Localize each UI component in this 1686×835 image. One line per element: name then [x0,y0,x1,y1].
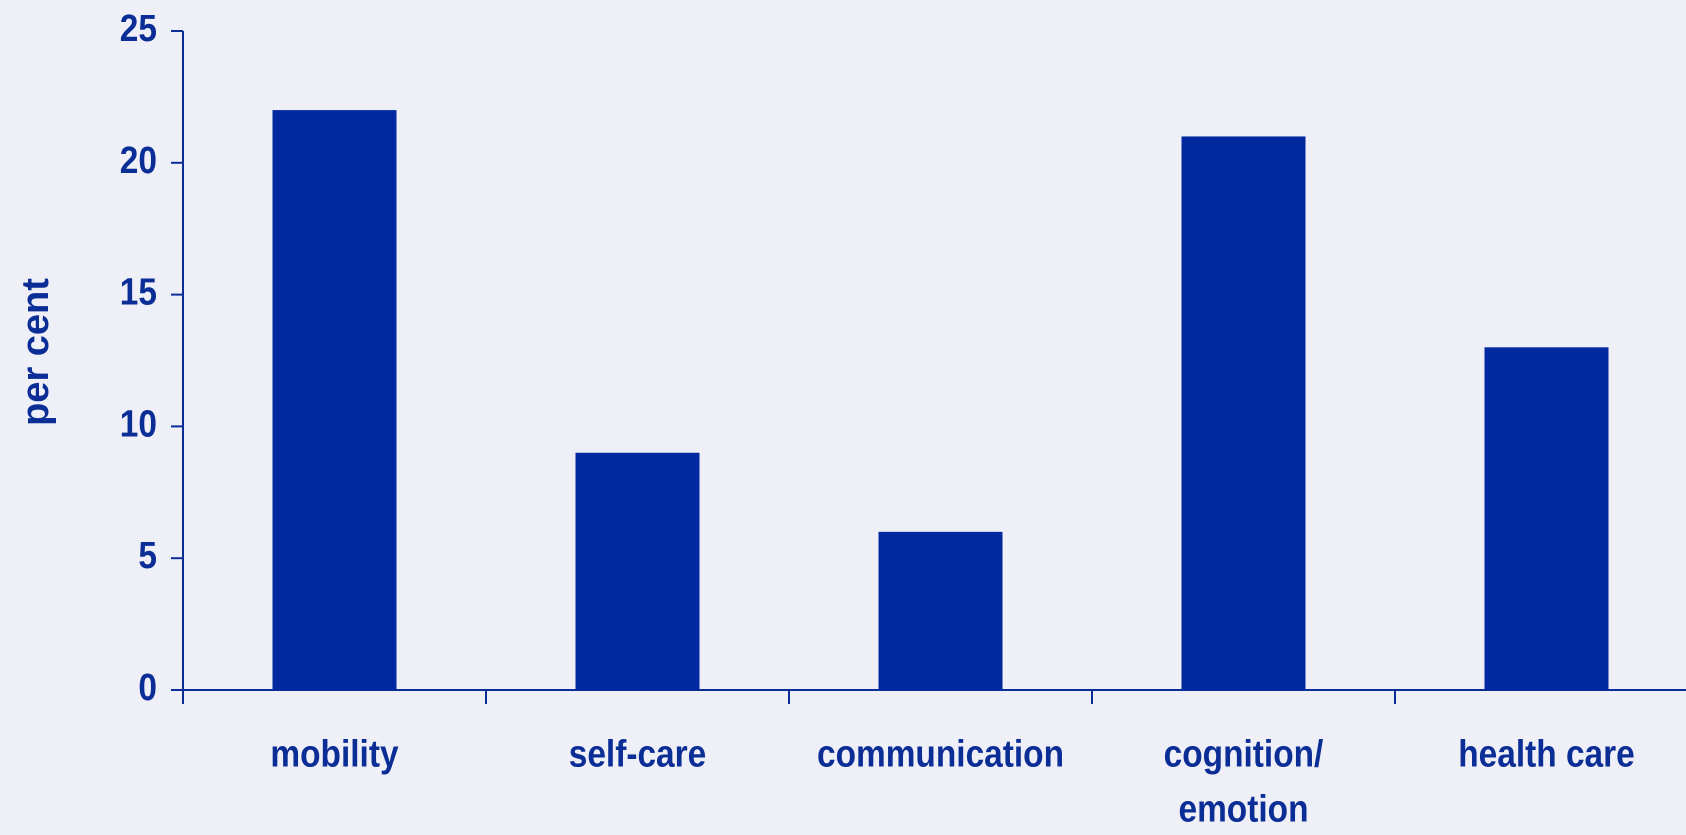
x-tick-label: health care [1458,733,1635,775]
y-tick-label: 25 [120,7,157,49]
bar [1484,347,1609,690]
y-axis-label: per cent [15,278,57,426]
y-tick-label: 10 [120,402,157,444]
x-tick-label: mobility [270,733,398,775]
y-tick-label: 5 [138,534,157,576]
bar [272,110,397,690]
y-tick-label: 15 [120,271,157,313]
bar [878,531,1003,690]
y-tick-label: 20 [120,139,157,181]
x-tick-label: cognition/emotion [1164,733,1324,830]
y-tick-label: 0 [138,666,157,708]
bar [1181,136,1306,690]
x-tick-label: communication [817,733,1064,775]
x-tick-label: self-care [569,733,707,775]
bar [575,452,700,690]
